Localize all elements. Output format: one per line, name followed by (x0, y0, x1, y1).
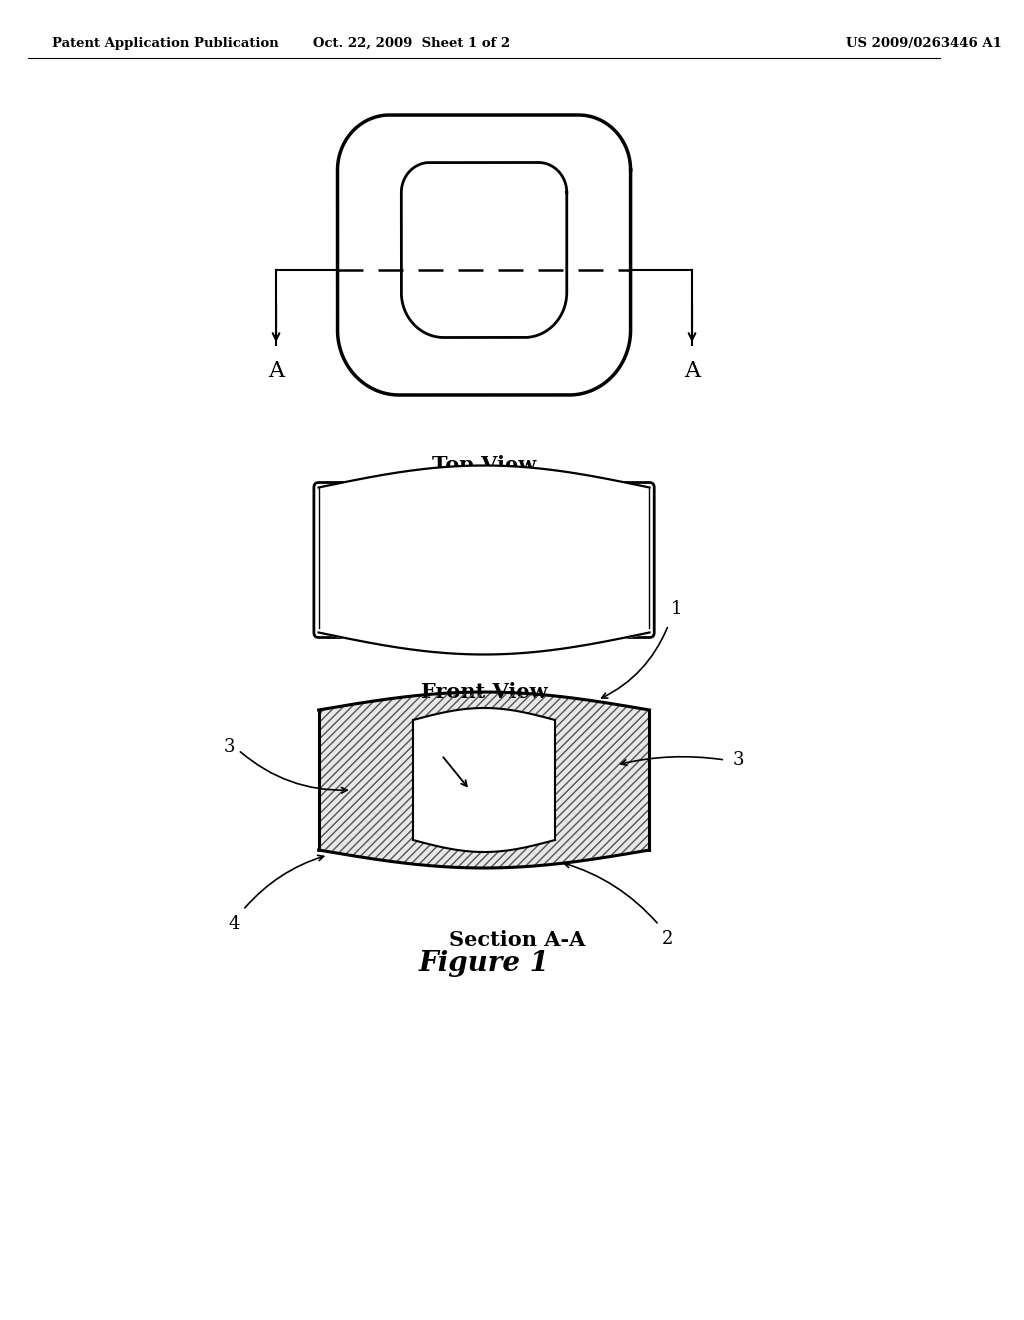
FancyBboxPatch shape (314, 483, 654, 638)
Polygon shape (413, 708, 555, 851)
Text: Patent Application Publication: Patent Application Publication (52, 37, 279, 50)
Text: 1: 1 (672, 601, 683, 618)
Text: 2: 2 (662, 931, 673, 948)
Text: A: A (268, 360, 284, 381)
Text: 3: 3 (733, 751, 744, 770)
Text: Figure 1: Figure 1 (419, 950, 550, 977)
Text: US 2009/0263446 A1: US 2009/0263446 A1 (846, 37, 1002, 50)
Text: Oct. 22, 2009  Sheet 1 of 2: Oct. 22, 2009 Sheet 1 of 2 (312, 37, 510, 50)
Text: 4: 4 (228, 915, 241, 933)
Text: A: A (684, 360, 700, 381)
Text: Section A-A: Section A-A (449, 931, 586, 950)
Text: 3: 3 (224, 738, 236, 756)
Polygon shape (318, 692, 649, 869)
Text: Front View: Front View (421, 682, 548, 702)
Text: Top View: Top View (432, 455, 537, 475)
